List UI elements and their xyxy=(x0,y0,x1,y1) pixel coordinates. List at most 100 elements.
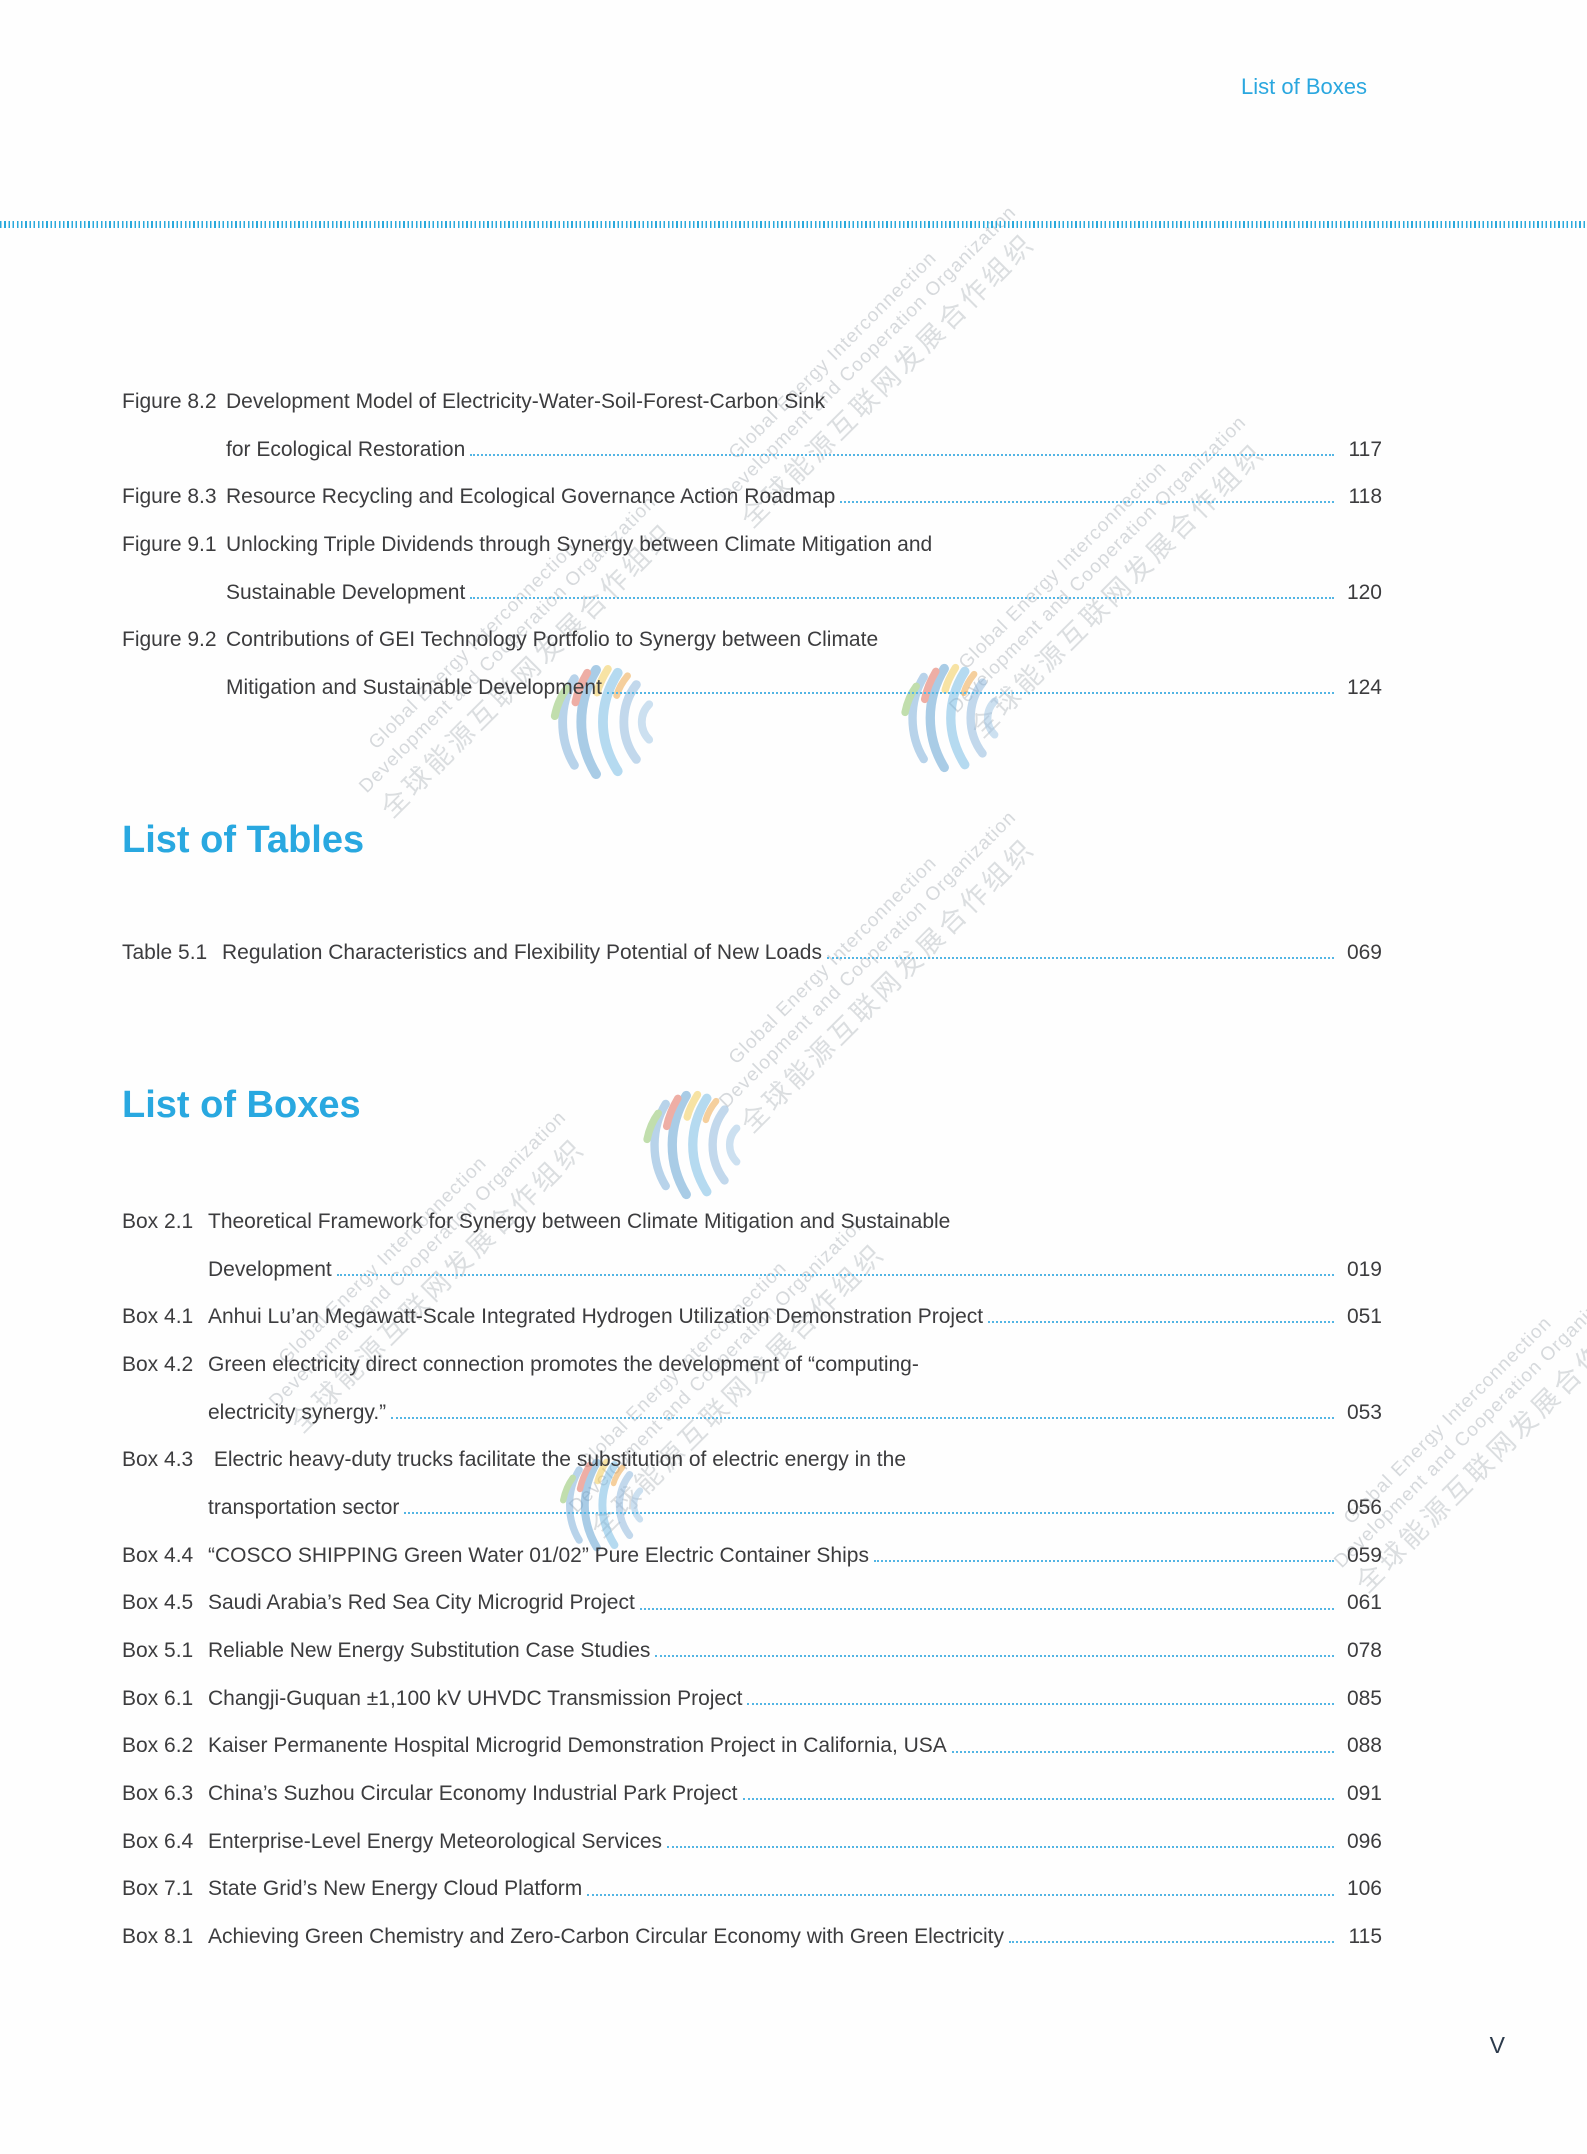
toc-entry-line: for Ecological Restoration 117 xyxy=(122,426,1382,474)
toc-entry-line: Box 2.1 Theoretical Framework for Synergy… xyxy=(122,1198,1382,1246)
dot-leader xyxy=(332,1246,1336,1294)
toc-entry-label: Box 7.1 xyxy=(122,1877,194,1901)
dot-leader xyxy=(947,1723,1336,1771)
dot-leader xyxy=(386,1389,1336,1437)
toc-entry-title: Achieving Green Chemistry and Zero-Carbo… xyxy=(208,1925,1004,1949)
dot-leader xyxy=(869,1532,1336,1580)
dot-leader xyxy=(650,1627,1336,1675)
toc-entry-line: Box 4.5 Saudi Arabia’s Red Sea City Micro… xyxy=(122,1580,1382,1628)
dot-leader xyxy=(399,1484,1336,1532)
toc-entry-label: Figure 8.3 xyxy=(122,485,217,509)
toc-entry-title: Resource Recycling and Ecological Govern… xyxy=(226,485,836,509)
dotted-separator xyxy=(0,221,1587,228)
dot-leader xyxy=(602,664,1336,712)
toc-entry-line: Figure 9.1 Unlocking Triple Dividends thr… xyxy=(122,521,1382,569)
toc-entry-label: Box 2.1 xyxy=(122,1209,194,1233)
toc-entry-line: Box 4.2 Green electricity direct connecti… xyxy=(122,1341,1382,1389)
toc-entry-title: Theoretical Framework for Synergy betwee… xyxy=(208,1209,951,1233)
toc-entry-page: 085 xyxy=(1346,1686,1382,1710)
toc-entry-line: Box 7.1 State Grid’s New Energy Cloud Pla… xyxy=(122,1866,1382,1914)
toc-entry-label: Box 6.4 xyxy=(122,1829,194,1853)
toc-entry-label: Box 4.1 xyxy=(122,1305,194,1329)
toc-entry-title: Mitigation and Sustainable Development xyxy=(226,675,602,699)
toc-entry-label: Table 5.1 xyxy=(122,940,208,964)
list-of-tables-heading: List of Tables xyxy=(122,819,365,861)
dot-leader xyxy=(983,1293,1336,1341)
dot-leader xyxy=(1004,1913,1336,1961)
toc-entry-title: Green electricity direct connection prom… xyxy=(208,1352,919,1376)
toc-entry-title: State Grid’s New Energy Cloud Platform xyxy=(208,1877,583,1901)
toc-entry-label: Box 5.1 xyxy=(122,1639,194,1663)
toc-entry-line: electricity synergy.” 053 xyxy=(122,1389,1382,1437)
toc-entry-line: Table 5.1 Regulation Characteristics and … xyxy=(122,929,1382,977)
toc-entry-label: Box 8.1 xyxy=(122,1925,194,1949)
toc-entry-label: Box 4.5 xyxy=(122,1591,194,1615)
dot-leader xyxy=(465,569,1336,617)
toc-entry-page: 059 xyxy=(1346,1543,1382,1567)
boxes-toc: Box 2.1 Theoretical Framework for Synergy… xyxy=(122,1198,1382,1961)
toc-entry-page: 078 xyxy=(1346,1639,1382,1663)
watermark-line-cn: 全球能源互联网发展合作组织 xyxy=(734,831,1041,1139)
toc-entry-line: Development 019 xyxy=(122,1246,1382,1294)
toc-entry-title: Sustainable Development xyxy=(226,580,466,604)
dot-leader xyxy=(742,1675,1336,1723)
toc-entry-line: Figure 8.3 Resource Recycling and Ecologi… xyxy=(122,473,1382,521)
dot-leader xyxy=(465,426,1336,474)
toc-entry-page: 019 xyxy=(1346,1257,1382,1281)
dot-leader xyxy=(822,929,1336,977)
running-header: List of Boxes xyxy=(1241,74,1367,99)
toc-entry-line: Figure 9.2 Contributions of GEI Technolog… xyxy=(122,616,1382,664)
toc-entry-title: Saudi Arabia’s Red Sea City Microgrid Pr… xyxy=(208,1591,635,1615)
toc-entry-page: 053 xyxy=(1346,1400,1382,1424)
toc-entry-page: 106 xyxy=(1346,1877,1382,1901)
dot-leader xyxy=(662,1818,1336,1866)
toc-entry-line: Box 6.4 Enterprise-Level Energy Meteorolo… xyxy=(122,1818,1382,1866)
toc-entry-title: Kaiser Permanente Hospital Microgrid Dem… xyxy=(208,1734,947,1758)
toc-entry-title: Development Model of Electricity-Water-S… xyxy=(226,389,826,413)
dot-leader xyxy=(635,1580,1336,1628)
toc-entry-page: 061 xyxy=(1346,1591,1382,1615)
toc-entry-title: Development xyxy=(208,1257,332,1281)
toc-entry-page: 091 xyxy=(1346,1782,1382,1806)
dot-leader xyxy=(835,473,1336,521)
toc-entry-title: Electric heavy-duty trucks facilitate th… xyxy=(208,1448,906,1472)
toc-entry-label: Box 6.2 xyxy=(122,1734,194,1758)
toc-entry-label: Box 4.4 xyxy=(122,1543,194,1567)
toc-entry-page: 051 xyxy=(1346,1305,1382,1329)
watermark-text: Global Energy Interconnection Developmen… xyxy=(698,807,1041,1140)
page-number: V xyxy=(1489,2032,1505,2058)
toc-entry-line: Box 6.3 China’s Suzhou Circular Economy I… xyxy=(122,1770,1382,1818)
toc-entry-line: Box 6.2 Kaiser Permanente Hospital Microg… xyxy=(122,1723,1382,1771)
toc-entry-label: Figure 9.2 xyxy=(122,628,217,652)
toc-entry-title: for Ecological Restoration xyxy=(226,437,466,461)
globe-logo-watermark xyxy=(634,1089,746,1201)
toc-entry-line: Figure 8.2 Development Model of Electrici… xyxy=(122,378,1382,426)
toc-entry-title: Contributions of GEI Technology Portfoli… xyxy=(226,628,879,652)
figures-toc: Figure 8.2 Development Model of Electrici… xyxy=(122,378,1382,712)
toc-entry-title: Enterprise-Level Energy Meteorological S… xyxy=(208,1829,663,1853)
toc-entry-page: 124 xyxy=(1346,675,1382,699)
toc-entry-line: Box 8.1 Achieving Green Chemistry and Zer… xyxy=(122,1913,1382,1961)
toc-entry-page: 115 xyxy=(1348,1925,1382,1949)
toc-entry-title: China’s Suzhou Circular Economy Industri… xyxy=(208,1782,738,1806)
toc-entry-title: Reliable New Energy Substitution Case St… xyxy=(208,1639,651,1663)
tables-toc: Table 5.1 Regulation Characteristics and … xyxy=(122,929,1382,977)
toc-entry-page: 117 xyxy=(1348,437,1382,461)
list-of-boxes-heading: List of Boxes xyxy=(122,1084,361,1126)
dot-leader xyxy=(738,1770,1336,1818)
toc-entry-page: 088 xyxy=(1346,1734,1382,1758)
toc-entry-line: transportation sector 056 xyxy=(122,1484,1382,1532)
toc-entry-page: 096 xyxy=(1346,1829,1382,1853)
toc-entry-title: electricity synergy.” xyxy=(208,1400,387,1424)
toc-entry-title: Regulation Characteristics and Flexibili… xyxy=(222,940,822,964)
toc-entry-line: Box 5.1 Reliable New Energy Substitution … xyxy=(122,1627,1382,1675)
toc-entry-label: Box 4.2 xyxy=(122,1352,194,1376)
toc-entry-line: Mitigation and Sustainable Development 12… xyxy=(122,664,1382,712)
watermark-line-cn: 全球能源互联网发展合作组织 xyxy=(1349,1291,1587,1599)
toc-entry-page: 120 xyxy=(1346,580,1382,604)
toc-entry-title: “COSCO SHIPPING Green Water 01/02” Pure … xyxy=(208,1543,869,1567)
toc-entry-line: Sustainable Development 120 xyxy=(122,569,1382,617)
toc-entry-title: Unlocking Triple Dividends through Syner… xyxy=(226,532,933,556)
toc-entry-line: Box 4.1 Anhui Lu’an Megawatt-Scale Integr… xyxy=(122,1293,1382,1341)
